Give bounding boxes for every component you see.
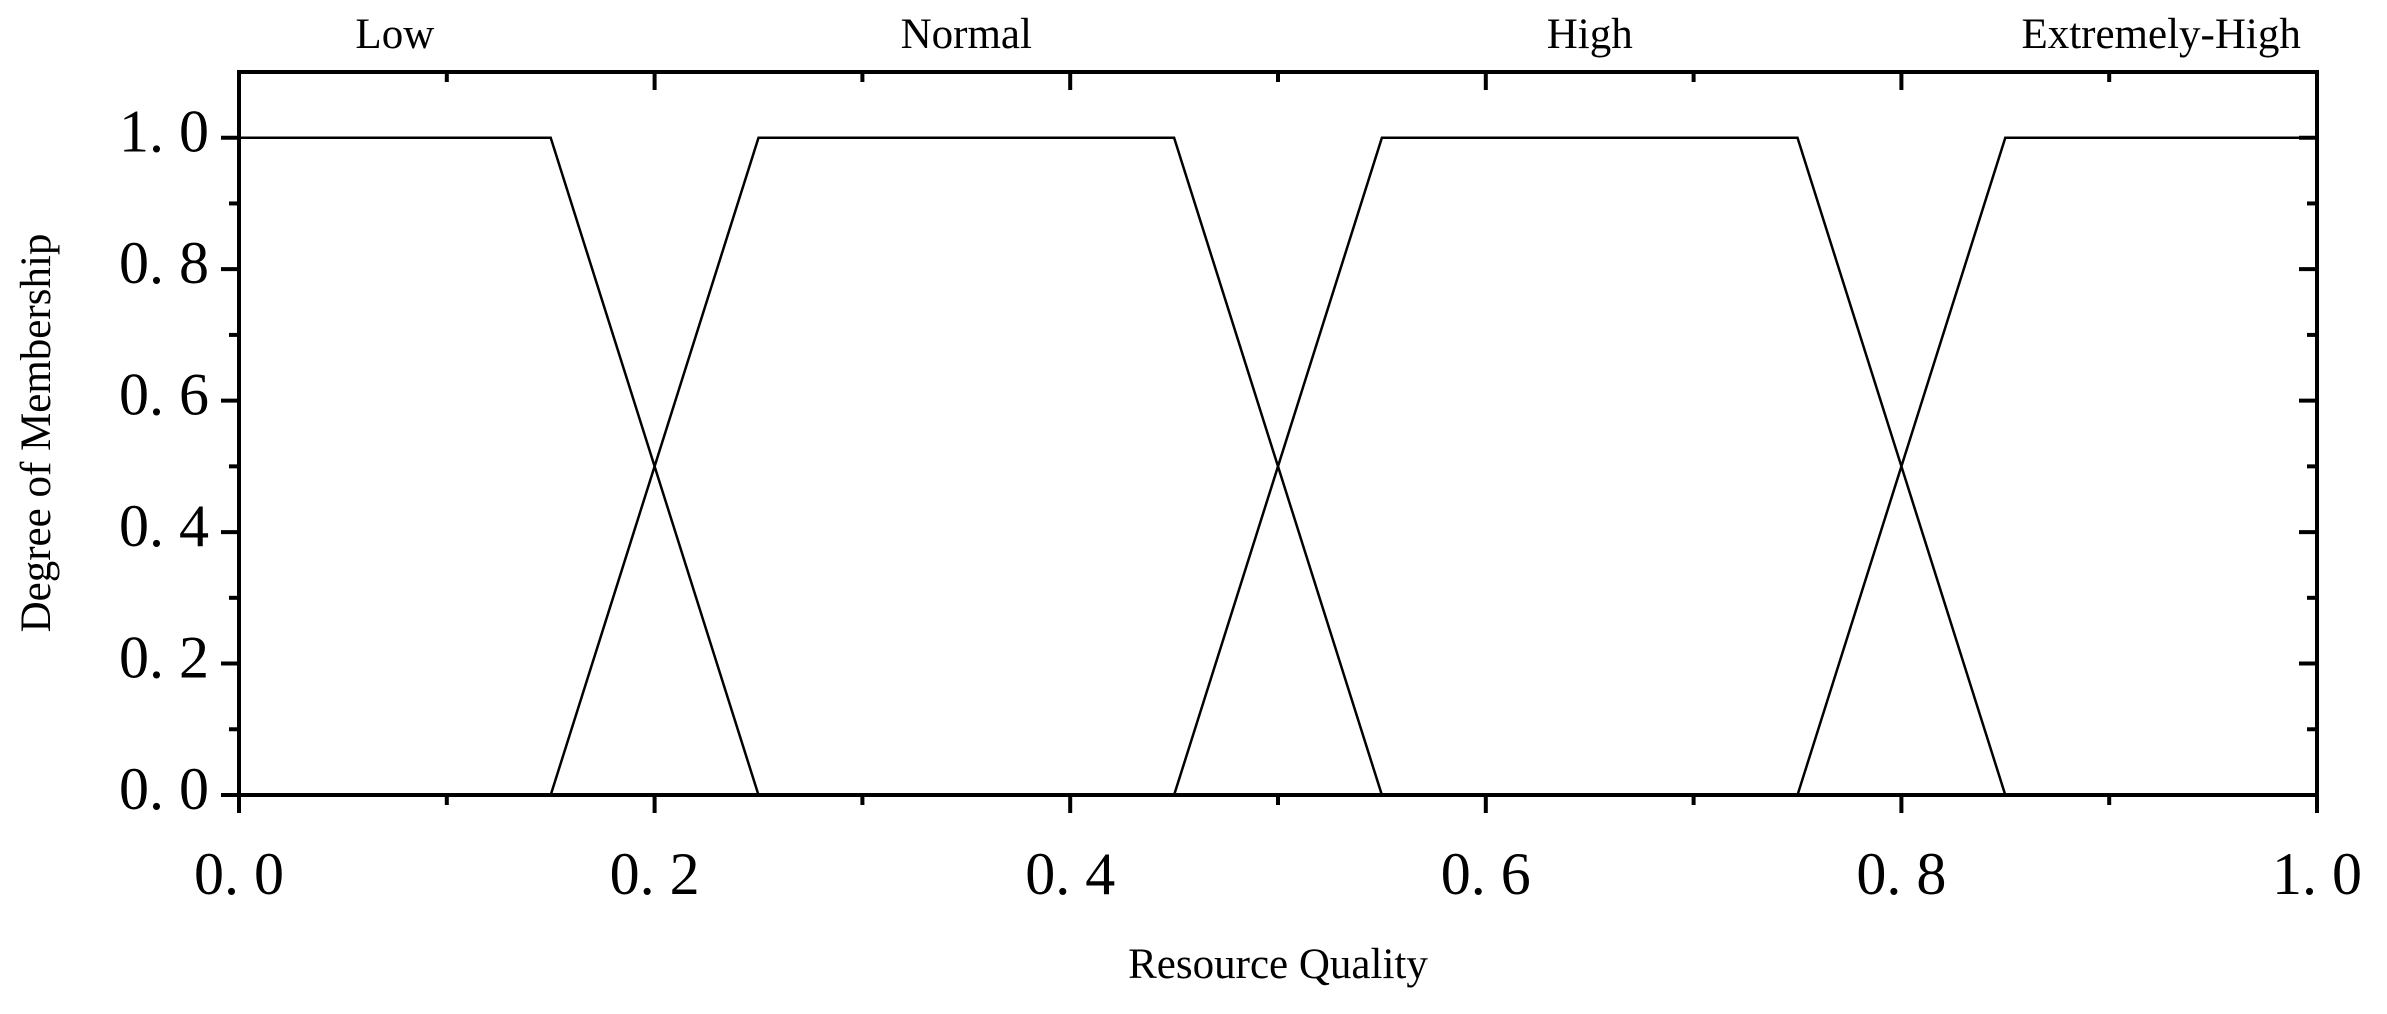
y-tick-label: 0. 8 (119, 230, 209, 296)
x-tick-label: 0. 4 (1025, 841, 1115, 907)
y-tick-label: 0. 6 (119, 361, 209, 427)
y-tick-label: 0. 0 (119, 756, 209, 822)
series-line (1172, 136, 2007, 796)
y-tick-label: 1. 0 (119, 98, 209, 164)
series-label: Extremely-High (2021, 11, 2300, 58)
x-tick-label: 0. 8 (1856, 841, 1946, 907)
y-axis-label: Degree of Membership (13, 234, 60, 633)
x-tick-label: 1. 0 (2272, 841, 2362, 907)
plot-frame (237, 70, 2319, 797)
series-line (1796, 136, 2317, 796)
series-label: Normal (901, 11, 1032, 58)
x-tick-label: 0. 6 (1441, 841, 1531, 907)
x-tick-label: 0. 0 (194, 841, 284, 907)
series-label: Low (355, 11, 434, 58)
x-axis-label: Resource Quality (1128, 941, 1428, 988)
series-line (549, 136, 1384, 796)
series-line (239, 136, 760, 796)
y-tick-label: 0. 2 (119, 624, 209, 690)
x-tick-label: 0. 2 (610, 841, 700, 907)
series-label: High (1547, 11, 1633, 58)
y-tick-label: 0. 4 (119, 493, 209, 559)
